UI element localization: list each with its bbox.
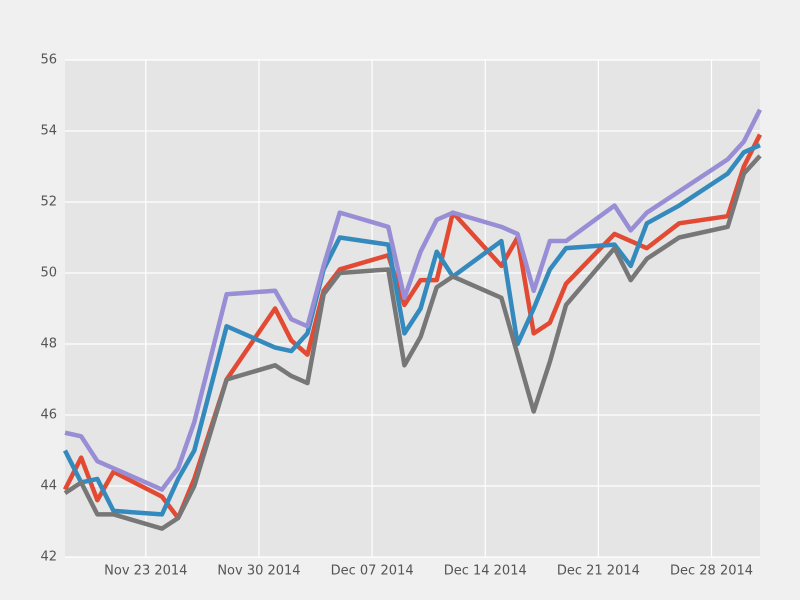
series-line	[63, 154, 762, 531]
y-tick-label: 46	[40, 408, 57, 423]
series-line	[64, 108, 763, 492]
y-tick-label: 44	[40, 479, 57, 494]
y-tick-label: 42	[40, 550, 57, 565]
y-tick-label: 52	[40, 195, 57, 210]
y-tick-label: 54	[40, 124, 57, 139]
x-tick-label: Dec 21 2014	[557, 564, 640, 579]
y-tick-label: 50	[40, 266, 57, 281]
series-line	[62, 143, 761, 517]
x-tick-label: Dec 28 2014	[670, 564, 753, 579]
x-tick-label: Nov 30 2014	[217, 564, 300, 579]
x-tick-label: Dec 07 2014	[331, 564, 414, 579]
y-tick-label: 56	[40, 53, 57, 68]
series-line	[62, 133, 763, 521]
x-tick-label: Dec 14 2014	[444, 564, 527, 579]
x-tick-label: Nov 23 2014	[104, 564, 187, 579]
y-tick-label: 48	[40, 337, 57, 352]
